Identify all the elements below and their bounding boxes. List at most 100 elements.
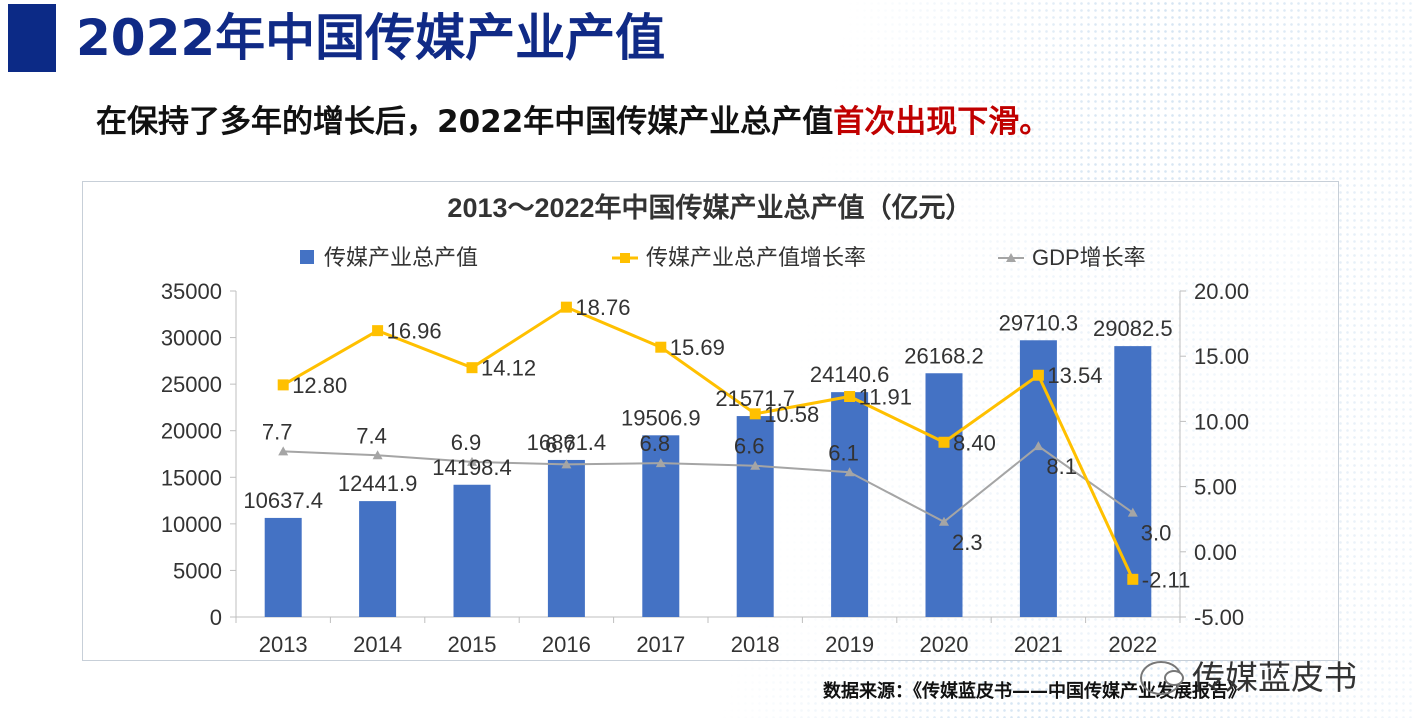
media-growth-point <box>560 301 572 313</box>
media-growth-point <box>277 379 289 391</box>
bar <box>264 517 302 617</box>
page-title: 2022年中国传媒产业产值 <box>76 9 666 67</box>
legend-swatch-bar <box>300 250 314 264</box>
gdp-growth-point <box>1033 441 1044 451</box>
gdp-growth-point <box>278 446 289 456</box>
media-growth-point <box>938 436 950 448</box>
gdp-growth-point <box>372 450 383 460</box>
media-growth-label: 10.58 <box>764 402 819 427</box>
x-tick-label: 2017 <box>636 632 685 657</box>
gdp-growth-point <box>939 516 949 526</box>
gdp-growth-label: 8.1 <box>1046 454 1077 479</box>
media-growth-point <box>749 408 761 420</box>
x-tick-label: 2022 <box>1108 632 1157 657</box>
subtitle-text: 在保持了多年的增长后，2022年中国传媒产业总产值 <box>96 104 834 140</box>
x-tick-label: 2019 <box>825 632 874 657</box>
gdp-growth-label: 6.8 <box>640 431 671 456</box>
gdp-growth-point <box>1127 507 1138 517</box>
media-growth-label: 18.76 <box>575 295 630 320</box>
x-tick-label: 2021 <box>1014 632 1063 657</box>
gdp-growth-label: 6.7 <box>545 432 576 457</box>
bar <box>1114 346 1152 617</box>
x-tick-label: 2013 <box>259 632 308 657</box>
media-growth-point <box>1032 369 1044 381</box>
media-growth-point <box>655 341 667 353</box>
bar-value-label: 29082.5 <box>1093 316 1173 341</box>
bar-series <box>264 340 1152 617</box>
y-right-tick-label: 20.00 <box>1194 279 1249 304</box>
bar <box>831 392 869 617</box>
y-right-tick-label: 5.00 <box>1194 475 1237 500</box>
media-growth-label: 16.96 <box>387 319 442 344</box>
y-right-tick-label: -5.00 <box>1194 605 1244 630</box>
media-growth-point <box>844 390 856 402</box>
logo-text: 传媒蓝皮书 <box>1192 658 1357 697</box>
media-growth-label: 15.69 <box>670 335 725 360</box>
legend-label: GDP增长率 <box>1032 245 1146 270</box>
media-growth-label: 11.91 <box>859 384 912 409</box>
media-growth-line <box>282 305 1135 580</box>
x-tick-label: 2014 <box>353 632 402 657</box>
gdp-growth-point <box>844 467 855 477</box>
gdp-growth-label: 2.3 <box>952 530 983 555</box>
y-right-tick-label: 0.00 <box>1194 540 1237 565</box>
y-right-tick-label: 10.00 <box>1194 409 1249 434</box>
wechat-icon <box>1140 661 1184 695</box>
media-growth-point <box>466 362 478 374</box>
y-left-tick-label: 15000 <box>161 465 222 490</box>
legend-swatch-marker <box>620 253 630 263</box>
gdp-growth-point <box>467 456 477 466</box>
chart-title: 2013～2022年中国传媒产业总产值（亿元） <box>447 192 972 223</box>
y-left-tick-label: 20000 <box>161 419 222 444</box>
y-right-tick-label: 15.00 <box>1194 344 1249 369</box>
bar-value-label: 10637.4 <box>243 488 323 513</box>
gdp-growth-label: 6.9 <box>451 430 482 455</box>
y-left-tick-label: 10000 <box>161 512 222 537</box>
media-growth-label: 8.40 <box>953 430 996 455</box>
bar-value-label: 26168.2 <box>904 343 984 368</box>
gdp-growth-label: 6.6 <box>734 434 765 459</box>
bar <box>359 501 397 617</box>
gdp-growth-label: 7.7 <box>262 419 293 444</box>
media-growth-label: 12.80 <box>292 373 347 398</box>
gdp-growth-point <box>750 460 761 470</box>
bar <box>1019 340 1057 617</box>
bar-value-label: 14198.4 <box>432 455 512 480</box>
legend-swatch-marker <box>1006 253 1016 262</box>
x-tick-label: 2016 <box>542 632 591 657</box>
bar-value-label: 21571.7 <box>715 386 795 411</box>
y-left-tick-label: 35000 <box>161 279 222 304</box>
gdp-growth-label: 7.4 <box>356 423 387 448</box>
bar-value-label: 29710.3 <box>999 310 1079 335</box>
bar <box>547 459 585 617</box>
gdp-growth-point <box>655 458 666 468</box>
media-growth-point <box>1127 573 1139 585</box>
x-tick-label: 2020 <box>920 632 969 657</box>
x-tick-label: 2018 <box>731 632 780 657</box>
bar <box>925 373 963 617</box>
media-growth-label: 13.54 <box>1047 363 1102 388</box>
chart-legend: 传媒产业总产值 传媒产业总产值增长率 GDP增长率 <box>300 245 1146 270</box>
data-source: 数据来源：《传媒蓝皮书——中国传媒产业发展报告》 <box>823 681 1246 702</box>
gdp-growth-label: 6.1 <box>828 440 859 465</box>
bar-value-label: 19506.9 <box>621 405 701 430</box>
gdp-growth-line <box>283 444 1134 523</box>
gdp-growth-point <box>561 459 572 469</box>
legend-label: 传媒产业总产值增长率 <box>646 245 866 270</box>
bar-value-label: 16861.4 <box>527 430 607 455</box>
y-left-tick-label: 0 <box>210 605 222 630</box>
gdp-growth-label: 3.0 <box>1141 521 1172 546</box>
line-series <box>277 301 1139 585</box>
y-left-tick-label: 25000 <box>161 372 222 397</box>
subtitle: 在保持了多年的增长后，2022年中国传媒产业总产值首次出现下滑。 <box>96 98 1050 146</box>
data-labels: 10637.4 12441.9 14198.4 16861.4 19506.9 21571… <box>243 295 1190 592</box>
title-accent-block <box>8 4 56 72</box>
bar <box>736 416 774 617</box>
publisher-logo: 传媒蓝皮书 <box>1140 656 1357 700</box>
y-left-tick-label: 5000 <box>173 558 222 583</box>
x-tick-label: 2015 <box>448 632 497 657</box>
media-growth-label: 14.12 <box>481 356 536 381</box>
bar <box>453 484 491 617</box>
media-growth-label: -2.11 <box>1142 567 1191 592</box>
